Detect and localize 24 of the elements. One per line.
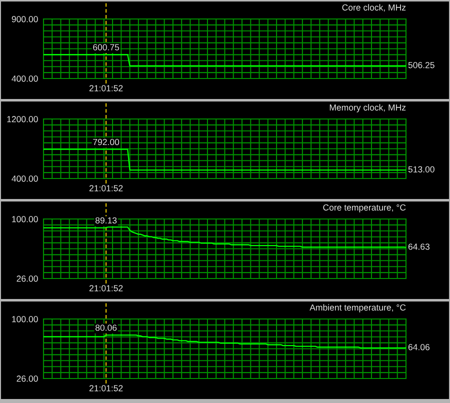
y-tick-label: 400.00 (12, 176, 38, 182)
chart-title: Core temperature, °C (323, 204, 406, 212)
x-tick-label: 21:01:52 (89, 85, 123, 92)
data-label: 80.06 (96, 324, 117, 331)
data-label: 64.63 (408, 244, 430, 250)
y-tick-label: 26.00 (16, 376, 38, 382)
data-label: 506.25 (408, 62, 434, 68)
y-tick-label: 26.00 (16, 276, 38, 282)
x-tick-label: 21:01:52 (89, 185, 123, 192)
x-tick-label: 21:01:52 (89, 285, 123, 292)
y-tick-label: 100.00 (12, 216, 38, 222)
chart-title: Ambient temperature, °C (310, 304, 406, 312)
y-tick-label: 100.00 (12, 316, 38, 322)
data-label: 513.00 (408, 166, 434, 172)
chart-title: Core clock, MHz (342, 4, 406, 12)
y-tick-label: 400.00 (12, 76, 38, 82)
y-tick-label: 1200.00 (7, 116, 38, 122)
data-label: 792.00 (93, 138, 120, 146)
chart-title: Memory clock, MHz (330, 104, 406, 112)
data-label: 600.75 (93, 44, 120, 50)
y-tick-label: 900.00 (12, 16, 38, 22)
x-tick-label: 21:01:52 (89, 385, 123, 392)
data-label: 89.13 (96, 217, 117, 224)
data-label: 64.06 (408, 344, 430, 350)
